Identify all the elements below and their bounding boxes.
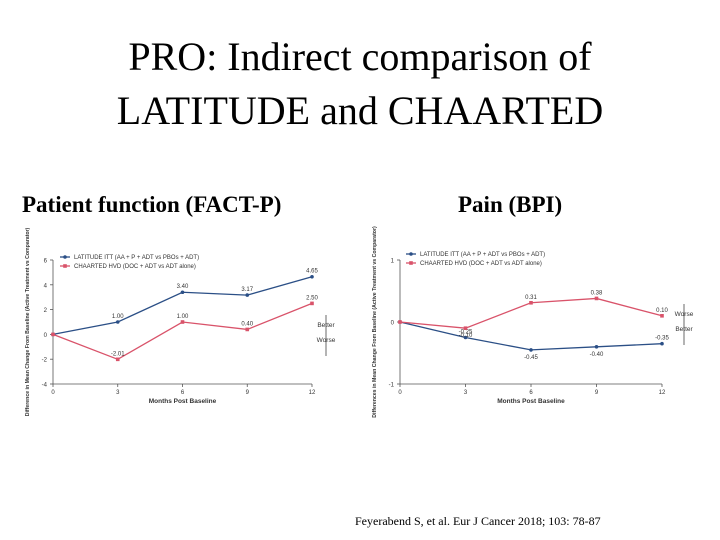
x-tick-label: 12 (309, 390, 316, 396)
y-tick-label: 0 (44, 333, 48, 339)
x-axis-label: Months Post Baseline (149, 398, 217, 405)
legend-marker (63, 255, 67, 259)
data-point (115, 320, 120, 324)
data-point (529, 300, 533, 305)
data-point (529, 348, 533, 352)
data-point (245, 293, 250, 297)
data-label: -0.10 (459, 333, 473, 339)
data-label: 0.31 (525, 295, 537, 301)
data-label: 3.40 (177, 284, 189, 290)
slide-title-line-1: PRO: Indirect comparison of (128, 34, 592, 79)
x-tick-label: 6 (529, 390, 533, 396)
x-tick-label: 0 (51, 390, 55, 396)
x-axis-label: Months Post Baseline (497, 398, 565, 405)
y-tick-label: 6 (44, 259, 48, 265)
data-label: 2.50 (306, 295, 318, 301)
annotation-worse: Worse (317, 337, 336, 344)
y-axis-label: Differences in Mean Change From Baseline… (372, 226, 378, 418)
x-tick-label: 6 (181, 390, 185, 396)
data-point (245, 327, 250, 332)
legend-marker (409, 261, 413, 265)
data-point (398, 320, 402, 324)
legend-label: LATITUDE ITT (AA + P + ADT vs PBOs + ADT… (74, 255, 199, 261)
x-tick-label: 0 (398, 390, 402, 396)
data-point (660, 341, 664, 346)
legend-label: LATITUDE ITT (AA + P + ADT vs PBOs + ADT… (420, 252, 545, 258)
x-tick-label: 9 (595, 390, 599, 396)
data-label: 0.40 (241, 321, 253, 327)
data-label: 0.10 (656, 308, 668, 314)
data-point (660, 314, 664, 318)
data-label: 3.17 (241, 287, 253, 293)
fact-p-chart: -4 -2 0 2 4 6 0 3 6 9 12 Months Post Baseline Differ… (25, 227, 336, 416)
data-point (180, 320, 185, 324)
data-label: 1.00 (112, 314, 124, 320)
data-label: 4.65 (306, 269, 318, 275)
data-point (51, 332, 55, 337)
data-label: 0.38 (591, 290, 603, 296)
pain-panel-title: Pain (BPI) (458, 192, 563, 217)
fact-panel-title: Patient function (FACT-P) (22, 192, 282, 217)
data-point (310, 301, 314, 306)
y-tick-label: 4 (44, 283, 48, 289)
annotation-better: Better (317, 322, 335, 329)
y-tick-label: 2 (44, 308, 48, 314)
data-point (594, 345, 599, 349)
citation: Feyerabend S, et al. Eur J Cancer 2018; … (355, 514, 601, 528)
data-label: -0.35 (655, 336, 669, 342)
legend-label: CHAARTED HVD (DOC + ADT vs ADT alone) (74, 264, 196, 270)
data-label: 1.00 (177, 314, 189, 320)
y-tick-label: 1 (391, 259, 395, 265)
x-tick-label: 12 (659, 390, 666, 396)
series-line-chaarted (52, 302, 313, 361)
y-axis-label: Difference in Mean Change From Baseline … (25, 227, 31, 416)
y-tick-label: -1 (389, 383, 395, 389)
legend-marker (63, 264, 67, 268)
annotation-worse: Worse (675, 311, 694, 318)
x-tick-label: 3 (464, 390, 468, 396)
slide-title-line-2: LATITUDE and CHAARTED (116, 88, 604, 133)
legend-label: CHAARTED HVD (DOC + ADT vs ADT alone) (420, 261, 542, 267)
y-tick-label: -2 (42, 358, 48, 364)
data-point (310, 274, 314, 279)
y-tick-label: 0 (391, 321, 395, 327)
data-point (463, 326, 468, 330)
data-point (115, 357, 120, 362)
data-point (180, 290, 185, 295)
data-label: -0.25 (459, 330, 473, 336)
data-point (594, 296, 599, 301)
legend-marker (409, 252, 413, 256)
x-tick-label: 3 (116, 390, 120, 396)
x-tick-label: 9 (246, 390, 250, 396)
slide-title: PRO: Indirect comparison of LATITUDE and… (40, 30, 680, 138)
data-point (463, 335, 468, 340)
data-label: -2.01 (111, 351, 125, 357)
data-label: -0.40 (590, 352, 604, 358)
annotation-better: Better (675, 326, 693, 333)
y-tick-label: -4 (42, 383, 48, 389)
data-label: -0.45 (524, 355, 538, 361)
